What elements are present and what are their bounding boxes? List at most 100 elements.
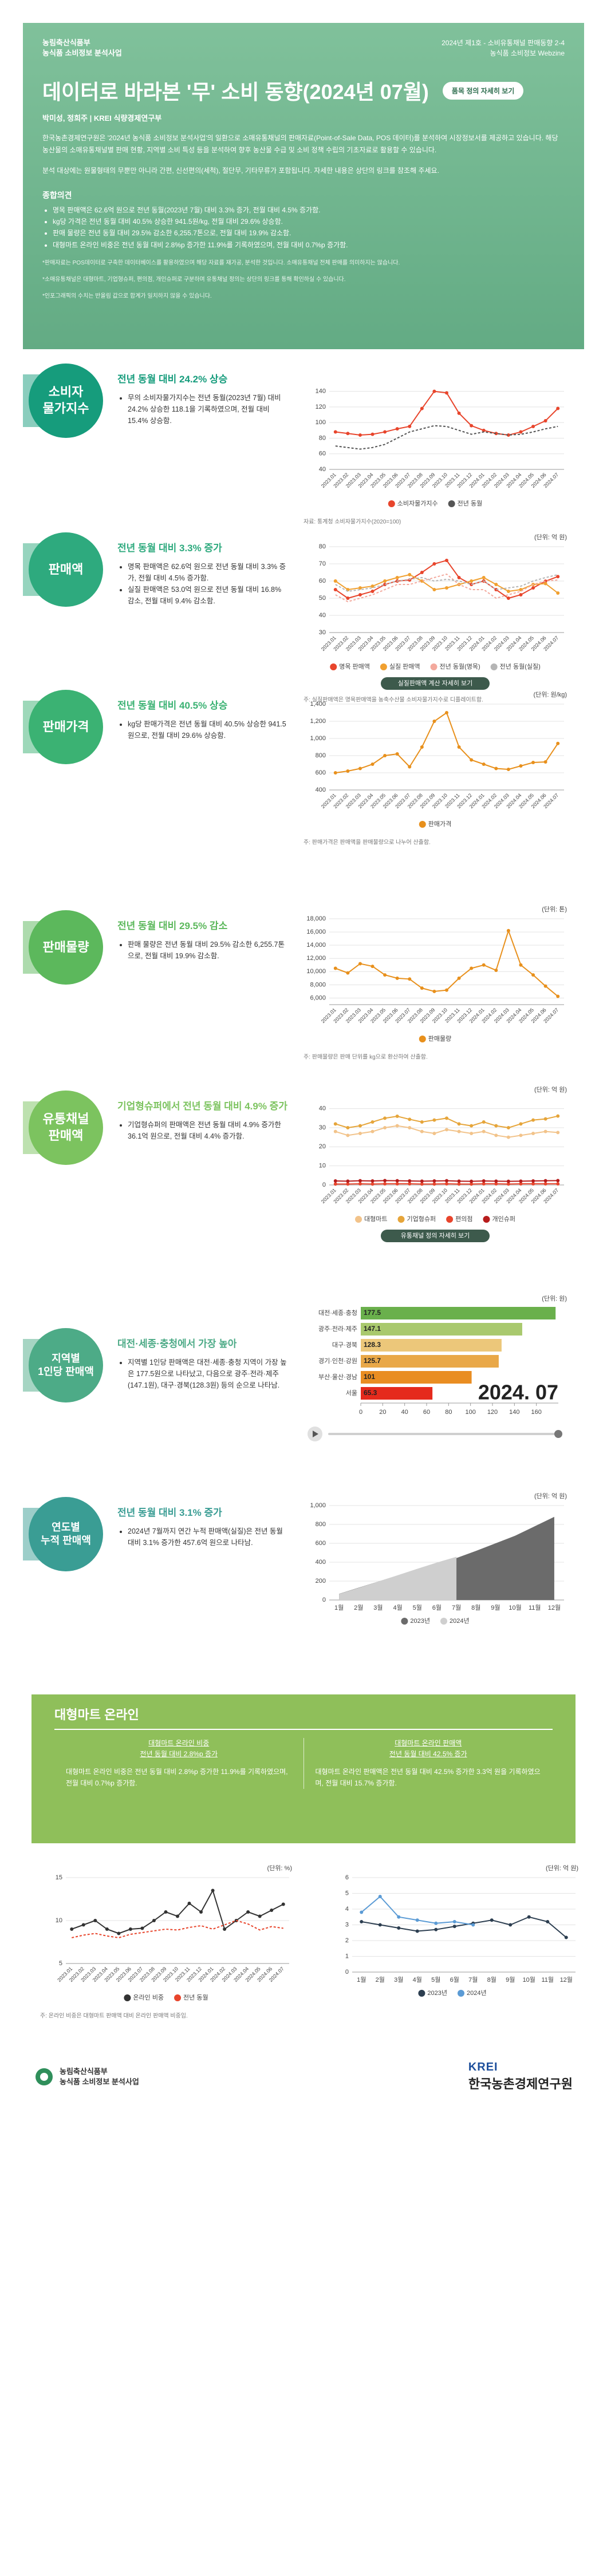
legend-label: 2023년: [410, 1617, 430, 1625]
data-point: [360, 1920, 364, 1923]
data-point: [346, 1182, 350, 1186]
chart-note: 주: 온라인 비중은 대형마트 판매액 대비 온라인 판매액 비중임.: [40, 2012, 188, 2020]
data-point: [470, 579, 474, 583]
legend: 판매물량: [419, 1035, 451, 1042]
y-tick-label: 60: [319, 451, 326, 457]
section-text: 전년 동월 대비 29.5% 감소판매 물량은 전년 동월 대비 29.5% 감…: [117, 918, 289, 962]
data-point: [408, 572, 412, 576]
data-point: [358, 1179, 362, 1183]
data-point: [519, 1122, 523, 1126]
y-tick-label: 3: [345, 1921, 349, 1928]
detail-button[interactable]: [381, 677, 490, 690]
data-point: [370, 1129, 375, 1133]
data-point: [370, 584, 375, 588]
legend-swatch: [380, 663, 387, 670]
data-point: [395, 752, 399, 756]
data-point: [358, 767, 362, 771]
series-line: [72, 1919, 283, 1939]
footer-org-line: 농림축산식품부: [60, 2067, 108, 2076]
legend: 판매가격: [419, 820, 451, 828]
data-point: [346, 1179, 350, 1183]
org: 농림축산식품부 농식품 소비정보 분석사업: [42, 38, 122, 58]
series-line: [361, 1916, 567, 1938]
data-point: [519, 1182, 523, 1186]
legend-label: 명목 판매액: [339, 663, 370, 670]
data-point: [211, 1888, 215, 1893]
data-point: [432, 1118, 436, 1122]
section-headline: 대전·세종·충청에서 가장 높아: [117, 1338, 237, 1349]
krei-logo: KREI: [468, 2061, 498, 2073]
online-column: 대형마트 온라인 판매액 전년 동월 대비 42.5% 증가 대형마트 온라인 …: [303, 1738, 553, 1789]
bullet: 기업형슈퍼의 판매액은 전년 동월 대비 4.9% 증가한 36.1억 원으로,…: [128, 1119, 289, 1142]
badge-line: 판매물량: [42, 939, 89, 954]
chart: (단위: %)510152023.012023.022023.032023.04…: [40, 1864, 292, 2020]
legend-label: 판매물량: [428, 1035, 451, 1042]
data-point: [556, 406, 560, 410]
online-title: 대형마트 온라인: [54, 1705, 553, 1730]
legend-swatch: [174, 1994, 182, 2001]
detail-button[interactable]: [381, 1230, 490, 1242]
y-tick-label: 10,000: [306, 968, 326, 975]
footer: 농림축산식품부 농식품 소비정보 분석사업 KREI 한국농촌경제연구원: [34, 2061, 573, 2092]
data-point: [452, 1920, 456, 1923]
bullet-list: 기업형슈퍼의 판매액은 전년 동월 대비 4.9% 증가한 36.1억 원으로,…: [117, 1119, 289, 1142]
authors: 박미성, 정희주 | KREI 식량경제연구부: [42, 114, 162, 123]
data-point: [358, 586, 362, 590]
legend: 명목 판매액 실질 판매액 전년 동월(명목) 전년 동월(실질): [330, 663, 541, 670]
definition-button[interactable]: 품목 정의 자세히 보기: [442, 81, 524, 100]
y-tick-label: 200: [316, 1578, 326, 1585]
data-point: [457, 1179, 461, 1183]
data-point: [506, 1179, 510, 1183]
summary-item: 판매 물량은 전년 동월 대비 29.5% 감소한 6,255.7톤으로, 전월…: [53, 227, 565, 239]
slider-knob[interactable]: [554, 1430, 562, 1438]
y-tick-label: 40: [319, 466, 326, 473]
data-point: [420, 1120, 424, 1124]
unit-label: (단위: %): [267, 1864, 292, 1872]
unit-label: (단위: 억 원): [534, 534, 567, 541]
data-point: [223, 1927, 227, 1931]
data-point: [564, 1935, 568, 1939]
legend-swatch: [124, 1994, 131, 2001]
bullet: 판매 물량은 전년 동월 대비 29.5% 감소한 6,255.7톤으로, 전월…: [128, 939, 289, 962]
x-tick-label: 0: [359, 1409, 362, 1416]
series-line: [335, 390, 558, 436]
data-point: [482, 1182, 486, 1186]
data-point: [457, 411, 461, 415]
page-title: 데이터로 바라본 '무' 소비 동향(2024년 07월): [42, 80, 429, 104]
data-point: [383, 579, 387, 583]
data-point: [543, 984, 547, 988]
data-point: [543, 760, 547, 764]
bar: [361, 1371, 472, 1384]
data-point: [556, 1179, 560, 1183]
chart: (단위: 원/kg)4006008001,0001,2001,4002023.0…: [304, 691, 567, 846]
online-column: 대형마트 온라인 비중 전년 동월 대비 2.8%p 증가 대형마트 온라인 비…: [54, 1738, 304, 1789]
org-line: 농림축산식품부: [42, 38, 90, 47]
y-tick-label: 800: [316, 1521, 326, 1528]
y-tick-label: 600: [316, 1540, 326, 1547]
bar-value-label: 125.7: [364, 1357, 381, 1365]
x-tick-label: 10월: [509, 1604, 521, 1611]
y-tick-label: 2: [345, 1937, 349, 1944]
data-point: [358, 1124, 362, 1128]
header: 농림축산식품부 농식품 소비정보 분석사업 2024년 제1호 - 소비유통채널…: [23, 23, 584, 349]
data-point: [506, 590, 510, 593]
y-tick-label: 4: [345, 1906, 349, 1913]
data-point: [432, 720, 436, 723]
data-point: [420, 1182, 424, 1186]
data-point: [506, 433, 510, 437]
legend-label: 전년 동월: [458, 500, 483, 507]
data-point: [81, 1923, 85, 1927]
y-tick-label: 120: [316, 404, 326, 410]
badge-line: 판매액: [48, 1128, 84, 1143]
data-point: [457, 745, 461, 749]
data-point: [370, 762, 375, 766]
section-badge: 유통채널 판매액: [29, 1091, 103, 1165]
data-point: [333, 588, 337, 591]
section-text: 대전·세종·충청에서 가장 높아지역별 1인당 판매액은 대전·세종·충청 지역…: [117, 1336, 289, 1391]
data-point: [531, 586, 535, 590]
data-point: [445, 988, 448, 992]
data-point: [270, 1909, 274, 1912]
data-point: [258, 1914, 262, 1918]
data-point: [370, 590, 375, 593]
